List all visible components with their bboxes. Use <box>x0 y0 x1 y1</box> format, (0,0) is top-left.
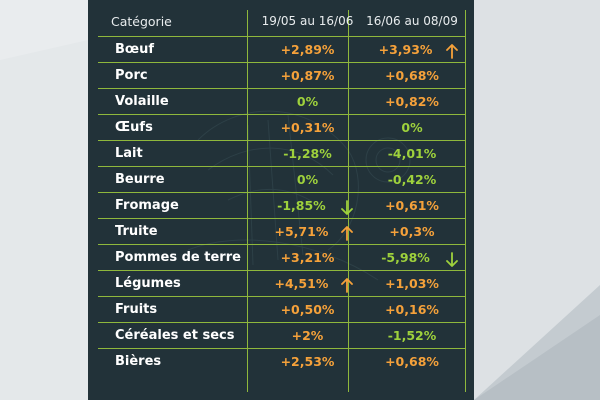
table-row: Truite +5,71% +0,3% <box>98 219 466 245</box>
period-1-value: +0,50% <box>257 297 358 322</box>
table-row: Œufs +0,31% 0% <box>98 115 466 141</box>
period-2-value-text: +0,3% <box>389 224 435 239</box>
period-2-value: -4,01% <box>358 141 466 166</box>
down-arrow-icon <box>446 250 458 267</box>
period-1-value: +2,89% <box>257 37 358 62</box>
category-label: Fromage <box>115 198 179 213</box>
period-2-value: +0,68% <box>358 63 466 88</box>
period-1-value-text: +2,89% <box>280 42 335 57</box>
header-period-2: 16/06 au 08/09 <box>366 14 458 28</box>
period-2-value-text: +0,68% <box>385 354 439 369</box>
up-arrow-icon <box>446 42 458 59</box>
category-label: Bières <box>115 354 162 369</box>
period-2-value-text: +1,03% <box>385 276 439 291</box>
table-row: Fromage -1,85% +0,61% <box>98 193 466 219</box>
period-2-value-text: +0,68% <box>385 68 439 83</box>
right-background-decoration <box>474 0 600 400</box>
period-2-value: 0% <box>358 115 466 140</box>
period-2-value-text: +3,93% <box>378 42 433 57</box>
period-1-value: +5,71% <box>257 219 358 244</box>
period-1-value-text: +3,21% <box>280 250 335 265</box>
column-divider <box>348 10 349 392</box>
up-arrow-icon <box>341 224 353 241</box>
period-2-value: +0,82% <box>358 89 466 114</box>
period-2-value: +0,3% <box>358 219 466 244</box>
period-2-value: -5,98% <box>358 245 466 270</box>
period-2-value-text: -4,01% <box>387 146 437 161</box>
watermark-illustration <box>187 110 411 281</box>
period-2-value-text: -1,52% <box>387 328 437 343</box>
period-1-value: +4,51% <box>257 271 358 296</box>
table-row: Beurre 0% -0,42% <box>98 167 466 193</box>
period-1-value-text: +4,51% <box>274 276 329 291</box>
table-row: Volaille 0% +0,82% <box>98 89 466 115</box>
table-row: Lait -1,28% -4,01% <box>98 141 466 167</box>
category-label: Lait <box>115 146 143 161</box>
category-label: Céréales et secs <box>115 328 235 343</box>
category-label: Fruits <box>115 302 158 317</box>
period-2-value-text: -0,42% <box>387 172 437 187</box>
category-label: Bœuf <box>115 42 155 57</box>
column-divider <box>465 10 466 392</box>
header-period-1: 19/05 au 16/06 <box>261 14 354 28</box>
period-2-value: -0,42% <box>358 167 466 192</box>
category-label: Légumes <box>115 276 181 291</box>
category-label: Beurre <box>115 172 165 187</box>
period-1-value-text: +0,31% <box>280 120 335 135</box>
up-arrow-icon <box>341 276 353 293</box>
period-1-value: 0% <box>257 89 358 114</box>
table-header: Catégorie 19/05 au 16/06 16/06 au 08/09 <box>98 10 466 37</box>
period-2-value-text: 0% <box>401 120 423 135</box>
period-2-value: +0,16% <box>358 297 466 322</box>
period-1-value: +2% <box>257 323 358 348</box>
period-1-value-text: 0% <box>296 94 319 109</box>
category-label: Volaille <box>115 94 169 109</box>
column-divider <box>247 10 248 392</box>
period-2-value: +0,61% <box>358 193 466 218</box>
period-1-value: +3,21% <box>257 245 358 270</box>
period-1-value-text: -1,28% <box>283 146 332 161</box>
period-1-value: -1,85% <box>257 193 358 218</box>
period-1-value-text: +5,71% <box>274 224 329 239</box>
table-row: Bœuf +2,89% +3,93% <box>98 37 466 63</box>
period-1-value-text: -1,85% <box>277 198 326 213</box>
period-2-value: +0,68% <box>358 349 466 374</box>
table-body: Bœuf +2,89% +3,93% Porc +0,87% +0,68% Volaille… <box>98 37 466 374</box>
table-row: Légumes +4,51% +1,03% <box>98 271 466 297</box>
table-row: Fruits +0,50% +0,16% <box>98 297 466 323</box>
period-1-value-text: +0,50% <box>280 302 335 317</box>
price-table-panel: Catégorie 19/05 au 16/06 16/06 au 08/09 … <box>88 0 474 400</box>
header-category: Catégorie <box>111 14 172 29</box>
period-2-value: -1,52% <box>358 323 466 348</box>
table-row: Porc +0,87% +0,68% <box>98 63 466 89</box>
period-2-value-text: +0,61% <box>385 198 439 213</box>
period-1-value: +0,31% <box>257 115 358 140</box>
period-1-value: -1,28% <box>257 141 358 166</box>
category-label: Œufs <box>115 120 153 135</box>
period-2-value-text: +0,16% <box>385 302 439 317</box>
down-arrow-icon <box>341 198 353 215</box>
period-2-value-text: +0,82% <box>385 94 439 109</box>
table-row: Céréales et secs +2% -1,52% <box>98 323 466 349</box>
period-1-value-text: +0,87% <box>280 68 335 83</box>
period-1-value-text: +2% <box>291 328 324 343</box>
period-1-value-text: +2,53% <box>280 354 335 369</box>
period-1-value: +0,87% <box>257 63 358 88</box>
category-label: Pommes de terre <box>115 250 241 265</box>
table-row: Pommes de terre +3,21% -5,98% <box>98 245 466 271</box>
period-2-value-text: -5,98% <box>381 250 430 265</box>
period-1-value-text: 0% <box>296 172 319 187</box>
category-label: Truite <box>115 224 158 239</box>
period-1-value: 0% <box>257 167 358 192</box>
period-2-value: +3,93% <box>358 37 466 62</box>
table-row: Bières +2,53% +0,68% <box>98 349 466 374</box>
period-2-value: +1,03% <box>358 271 466 296</box>
category-label: Porc <box>115 68 148 83</box>
left-background-decoration <box>0 0 88 400</box>
period-1-value: +2,53% <box>257 349 358 374</box>
